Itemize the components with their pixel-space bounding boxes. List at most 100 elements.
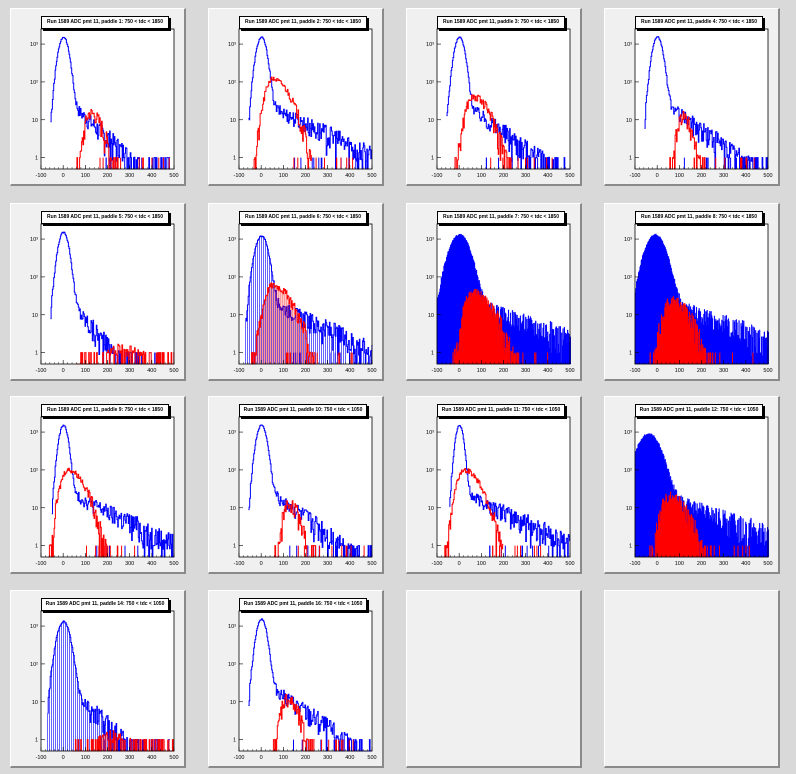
x-tick-label: -100 bbox=[233, 173, 244, 179]
histogram-title: Run 1589 ADC pmt 11, paddle 10: 750 < td… bbox=[239, 404, 367, 417]
y-tick-label: 10³ bbox=[30, 624, 38, 630]
histogram-title: Run 1589 ADC pmt 11, paddle 4: 750 < tdc… bbox=[635, 16, 763, 29]
histogram-pad: -100 0 100 200 300 400 500 1 10 10² 10³ Run 1589 AD… bbox=[406, 203, 582, 381]
x-tick-label: 300 bbox=[125, 755, 134, 761]
histogram-title: Run 1589 ADC pmt 11, paddle 8: 750 < tdc… bbox=[635, 211, 763, 224]
x-tick-label: 300 bbox=[323, 755, 332, 761]
y-tick-label: 10² bbox=[30, 275, 38, 281]
y-tick-label: 10 bbox=[230, 118, 236, 124]
x-tick-label: 0 bbox=[458, 368, 461, 374]
x-tick-label: 100 bbox=[279, 561, 288, 567]
x-tick-label: 200 bbox=[301, 368, 310, 374]
y-tick-label: 10² bbox=[624, 80, 632, 86]
y-tick-label: 10 bbox=[626, 313, 632, 319]
x-tick-label: 200 bbox=[103, 755, 112, 761]
y-tick-label: 10 bbox=[626, 118, 632, 124]
histogram-title: Run 1589 ADC pmt 11, paddle 5: 750 < tdc… bbox=[41, 211, 169, 224]
y-tick-label: 10² bbox=[426, 275, 434, 281]
histogram-pad: -100 0 100 200 300 400 500 1 10 10² 10³ Run 1589 AD… bbox=[208, 396, 384, 574]
y-tick-label: 1 bbox=[629, 351, 632, 357]
histogram-title: Run 1589 ADC pmt 11, paddle 3: 750 < tdc… bbox=[437, 16, 565, 29]
y-tick-label: 10³ bbox=[228, 237, 236, 243]
y-tick-label: 1 bbox=[35, 544, 38, 550]
y-tick-label: 10³ bbox=[426, 430, 434, 436]
x-tick-label: 500 bbox=[763, 561, 772, 567]
x-tick-label: 300 bbox=[719, 173, 728, 179]
y-tick-label: 10³ bbox=[624, 430, 632, 436]
y-tick-label: 1 bbox=[233, 738, 236, 744]
plot-area bbox=[239, 611, 372, 751]
x-tick-label: -100 bbox=[233, 561, 244, 567]
red-series-line bbox=[252, 76, 312, 170]
x-tick-label: 500 bbox=[367, 173, 376, 179]
y-tick-label: 10³ bbox=[624, 237, 632, 243]
x-tick-label: 400 bbox=[543, 368, 552, 374]
histogram-plot: -100 0 100 200 300 400 500 1 10 10² 10³ bbox=[624, 416, 773, 567]
x-tick-label: -100 bbox=[629, 368, 640, 374]
y-tick-label: 1 bbox=[431, 351, 434, 357]
x-tick-label: 100 bbox=[675, 561, 684, 567]
x-tick-label: 100 bbox=[279, 368, 288, 374]
histogram-pad: -100 0 100 200 300 400 500 1 10 10² 10³ Run 1589 AD… bbox=[208, 590, 384, 768]
histogram-title: Run 1589 ADC pmt 11, paddle 1: 750 < tdc… bbox=[41, 16, 169, 29]
x-tick-label: 400 bbox=[345, 173, 354, 179]
histogram-title: Run 1589 ADC pmt 11, paddle 16: 750 < td… bbox=[239, 598, 367, 611]
histogram-title: Run 1589 ADC pmt 11, paddle 14: 750 < td… bbox=[41, 598, 169, 611]
x-tick-label: -100 bbox=[35, 368, 46, 374]
x-tick-label: 400 bbox=[741, 173, 750, 179]
histogram-pad: -100 0 100 200 300 400 500 1 10 10² 10³ Run 1589 AD… bbox=[604, 203, 780, 381]
x-tick-label: -100 bbox=[629, 561, 640, 567]
x-tick-label: 500 bbox=[763, 368, 772, 374]
x-tick-label: 400 bbox=[147, 368, 156, 374]
y-tick-label: 10³ bbox=[228, 430, 236, 436]
histogram-plot: -100 0 100 200 300 400 500 1 10 10² 10³ bbox=[426, 223, 575, 374]
x-tick-label: 100 bbox=[675, 173, 684, 179]
empty-pad bbox=[406, 590, 582, 768]
y-tick-label: 10 bbox=[32, 506, 38, 512]
histogram-title: Run 1589 ADC pmt 11, paddle 9: 750 < tdc… bbox=[41, 404, 169, 417]
x-tick-label: 400 bbox=[345, 368, 354, 374]
histogram-plot: -100 0 100 200 300 400 500 1 10 10² 10³ bbox=[30, 223, 179, 374]
x-tick-label: 100 bbox=[279, 755, 288, 761]
y-tick-label: 10 bbox=[428, 506, 434, 512]
blue-series-line bbox=[245, 235, 373, 365]
x-tick-label: 200 bbox=[697, 368, 706, 374]
x-tick-label: 100 bbox=[675, 368, 684, 374]
y-tick-label: 10² bbox=[624, 468, 632, 474]
y-tick-label: 10² bbox=[228, 662, 236, 668]
x-tick-label: 100 bbox=[81, 173, 90, 179]
x-tick-label: 0 bbox=[458, 173, 461, 179]
x-tick-label: 100 bbox=[477, 561, 486, 567]
histogram-plot: -100 0 100 200 300 400 500 1 10 10² 10³ bbox=[228, 223, 377, 374]
histogram-plot: -100 0 100 200 300 400 500 1 10 10² 10³ bbox=[30, 610, 179, 761]
x-tick-label: 200 bbox=[301, 755, 310, 761]
y-tick-label: 1 bbox=[431, 544, 434, 550]
x-tick-label: 300 bbox=[521, 173, 530, 179]
x-tick-label: 0 bbox=[260, 755, 263, 761]
red-series-line bbox=[273, 500, 317, 558]
y-tick-label: 10³ bbox=[30, 42, 38, 48]
plot-area bbox=[635, 29, 768, 169]
y-tick-label: 10 bbox=[32, 700, 38, 706]
x-tick-label: 200 bbox=[499, 368, 508, 374]
y-tick-label: 10² bbox=[624, 275, 632, 281]
x-tick-label: 0 bbox=[62, 561, 65, 567]
red-series-line bbox=[251, 282, 316, 365]
red-series-area bbox=[649, 296, 714, 365]
x-tick-label: 100 bbox=[81, 368, 90, 374]
histogram-pad: -100 0 100 200 300 400 500 1 10 10² 10³ Run 1589 AD… bbox=[406, 8, 582, 186]
x-tick-label: -100 bbox=[431, 173, 442, 179]
red-series-area bbox=[449, 289, 520, 365]
y-tick-label: 10³ bbox=[228, 624, 236, 630]
x-tick-label: 300 bbox=[719, 368, 728, 374]
x-tick-label: 300 bbox=[521, 561, 530, 567]
x-tick-label: 100 bbox=[477, 173, 486, 179]
x-tick-label: 100 bbox=[477, 368, 486, 374]
y-tick-label: 10³ bbox=[426, 42, 434, 48]
histogram-plot: -100 0 100 200 300 400 500 1 10 10² 10³ bbox=[624, 28, 773, 179]
y-tick-label: 10³ bbox=[30, 430, 38, 436]
y-tick-label: 1 bbox=[629, 544, 632, 550]
red-series-line bbox=[48, 467, 108, 558]
x-tick-label: 500 bbox=[169, 755, 178, 761]
y-tick-label: 1 bbox=[629, 156, 632, 162]
